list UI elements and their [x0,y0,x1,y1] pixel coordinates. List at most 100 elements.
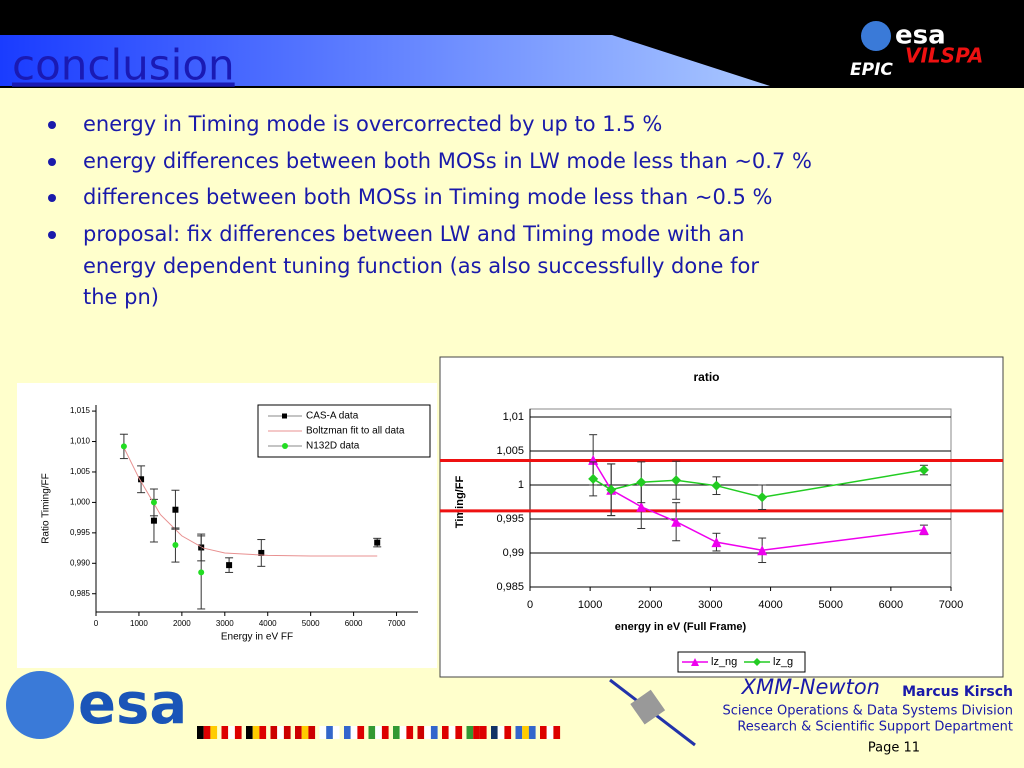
bullet-list: energy in Timing mode is overcorrected b… [48,112,812,309]
flag [375,726,382,739]
flag [326,726,333,739]
logo-sub: VILSPA [905,44,983,68]
y-tick-label: 0,995 [496,513,524,525]
flag [350,726,358,739]
point [636,501,647,512]
point [150,517,157,524]
flag [430,726,438,739]
flag [442,726,449,739]
flag [197,726,204,739]
y-tick-label: 1,01 [503,411,524,423]
point [198,569,205,576]
flag [357,726,365,739]
flag [203,726,211,739]
legend-box [677,651,806,673]
x-tick-label: 7000 [388,619,406,628]
x-axis-label: energy in eV (Full Frame) [615,621,747,633]
flag [246,726,253,739]
flag [473,726,480,739]
point [636,477,647,488]
legend-label: Boltzman fit to all data [306,426,405,437]
x-axis-label: Energy in eV FF [221,632,293,643]
bullet-dot [48,158,56,166]
x-tick-label: 2000 [638,599,662,611]
point [588,473,599,484]
legend-marker [282,443,288,449]
x-tick-label: 5000 [302,619,320,628]
flag [522,726,529,739]
flag [344,726,351,739]
page-number: Page 11 [868,741,920,756]
flag [319,726,327,739]
point [138,476,145,483]
point [757,492,768,503]
flag [308,726,316,739]
point [258,549,265,556]
bullet-dot [48,194,56,202]
legend-label: CAS-A data [306,411,359,422]
flag [491,726,498,739]
y-tick-label: 0,990 [70,558,91,567]
y-tick-label: 1,010 [70,437,91,446]
point [120,443,127,450]
flag [497,726,505,739]
point [374,539,381,546]
legend-label: N132D data [306,441,360,452]
flag [295,726,302,739]
flag [466,726,474,739]
point [671,475,682,486]
division: Science Operations & Data Systems Divisi… [723,704,1013,719]
y-tick-label: 0,99 [503,547,524,559]
x-tick-label: 4000 [758,599,782,611]
flag [479,726,487,739]
chart-title: ratio [693,370,719,384]
esa-icon [6,671,74,739]
instrument: EPIC [850,60,893,80]
flag [234,726,242,739]
y-tick-label: 1,005 [496,445,524,457]
flag [277,726,284,739]
x-tick-label: 1000 [130,619,148,628]
point [918,524,929,535]
point [757,545,768,556]
point [172,506,179,513]
y-axis-label: Timing/FF [454,476,466,529]
flag [381,726,389,739]
flag [283,726,291,739]
y-tick-label: 0,995 [70,528,91,537]
esa-icon [861,21,891,51]
flag [546,726,554,739]
bullet-dot [48,231,56,239]
y-tick-label: 1,015 [70,406,91,415]
flag [228,726,235,739]
flag [553,726,561,739]
y-tick-label: 1,005 [70,467,91,476]
x-tick-label: 6000 [879,599,903,611]
header-band [0,35,770,86]
bullet-text: differences between both MOSs in Timing … [83,185,773,209]
author: Marcus Kirsch [902,684,1013,700]
plot-area [529,408,952,588]
flag [210,726,218,739]
x-tick-label: 3000 [216,619,234,628]
x-tick-label: 0 [527,599,533,611]
x-tick-label: 5000 [818,599,842,611]
legend-marker [753,658,761,666]
flag [406,726,414,739]
x-tick-label: 7000 [939,599,963,611]
bullet-text: energy differences between both MOSs in … [83,149,812,173]
flag [417,726,425,739]
bullet-text: proposal: fix differences between LW and… [83,222,759,309]
x-tick-label: 3000 [698,599,722,611]
slide-title: conclusion [12,41,235,90]
flag [301,726,309,739]
bullet-dot [48,121,56,129]
x-tick-label: 6000 [345,619,363,628]
flag [515,726,523,739]
flag [221,726,229,739]
flag [448,726,456,739]
legend-label: lz_ng [711,656,737,668]
